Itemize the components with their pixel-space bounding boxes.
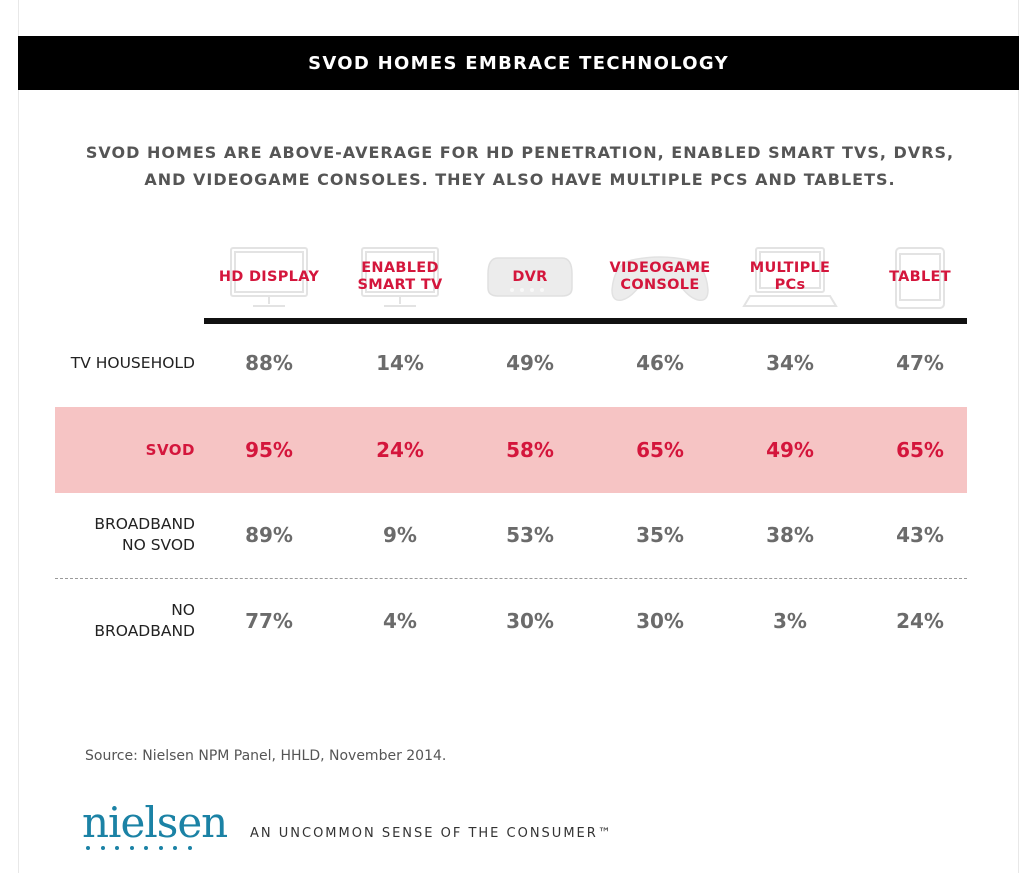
table-cell: 49%	[766, 438, 814, 462]
source-note: Source: Nielsen NPM Panel, HHLD, Novembe…	[85, 748, 447, 764]
table-cell: 30%	[506, 609, 554, 633]
laptop-icon	[742, 247, 838, 307]
table-cell: 9%	[383, 523, 417, 547]
table-cell: 58%	[506, 438, 554, 462]
table-cell: 49%	[506, 351, 554, 375]
column-label: MULTIPLE PCs	[749, 260, 831, 293]
subtitle-line-1: SVOD HOMES ARE ABOVE-AVERAGE FOR HD PENE…	[85, 143, 955, 162]
table-cell: 34%	[766, 351, 814, 375]
table-row-broadband-no-svod: BROADBAND NO SVOD 89% 9% 53% 35% 38% 43%	[55, 492, 967, 578]
row-label: BROADBAND NO SVOD	[94, 515, 195, 554]
column-header-videogame: VIDEOGAME CONSOLE	[590, 244, 730, 310]
column-label: ENABLED SMART TV	[357, 260, 443, 293]
table-cell: 30%	[636, 609, 684, 633]
table-cell: 89%	[245, 523, 293, 547]
table-cell: 4%	[383, 609, 417, 633]
table-cell: 95%	[245, 438, 293, 462]
game-controller-icon	[611, 256, 709, 302]
table-row-svod: SVOD 95% 24% 58% 65% 49% 65%	[55, 407, 967, 493]
page-title: SVOD HOMES EMBRACE TECHNOLOGY	[308, 52, 729, 74]
column-header-multiple-pcs: MULTIPLE PCs	[720, 244, 860, 310]
title-bar: SVOD HOMES EMBRACE TECHNOLOGY	[18, 36, 1019, 90]
table-cell: 3%	[773, 609, 807, 633]
table-cell: 53%	[506, 523, 554, 547]
row-label: NO BROADBAND	[94, 601, 195, 640]
table-cell: 77%	[245, 609, 293, 633]
header-rule	[204, 318, 967, 324]
smart-tv-icon	[361, 247, 439, 307]
table-cell: 46%	[636, 351, 684, 375]
column-header-dvr: DVR	[460, 244, 600, 310]
column-header-smart-tv: ENABLED SMART TV	[330, 244, 470, 310]
logo-dots	[86, 846, 192, 850]
row-label: TV HOUSEHOLD	[70, 353, 195, 372]
table-cell: 24%	[896, 609, 944, 633]
row-divider	[55, 578, 967, 579]
column-label: DVR	[512, 268, 548, 285]
dvr-icon	[487, 257, 573, 297]
table-cell: 35%	[636, 523, 684, 547]
table-row-no-broadband: NO BROADBAND 77% 4% 30% 30% 3% 24%	[55, 578, 967, 664]
table-cell: 65%	[896, 438, 944, 462]
table-cell: 43%	[896, 523, 944, 547]
tablet-icon	[895, 247, 945, 309]
nielsen-logo: nielsen	[82, 800, 232, 860]
logo-wordmark: nielsen	[82, 798, 228, 847]
table-cell: 14%	[376, 351, 424, 375]
column-label: HD DISPLAY	[218, 268, 320, 285]
column-header-hd-display: HD DISPLAY	[199, 244, 339, 310]
table-cell: 38%	[766, 523, 814, 547]
column-label: TABLET	[889, 268, 951, 285]
table-cell: 65%	[636, 438, 684, 462]
table-row-tv-household: TV HOUSEHOLD 88% 14% 49% 46% 34% 47%	[55, 320, 967, 406]
table-cell: 47%	[896, 351, 944, 375]
hd-display-icon	[230, 247, 308, 307]
column-header-tablet: TABLET	[850, 244, 990, 310]
table-cell: 88%	[245, 351, 293, 375]
page-frame	[18, 0, 1019, 873]
subtitle: SVOD HOMES ARE ABOVE-AVERAGE FOR HD PENE…	[60, 139, 980, 193]
row-label: SVOD	[145, 440, 195, 459]
tagline: AN UNCOMMON SENSE OF THE CONSUMER™	[250, 826, 613, 841]
subtitle-line-2: AND VIDEOGAME CONSOLES. THEY ALSO HAVE M…	[144, 170, 896, 189]
table-cell: 24%	[376, 438, 424, 462]
column-label: VIDEOGAME CONSOLE	[609, 260, 711, 293]
